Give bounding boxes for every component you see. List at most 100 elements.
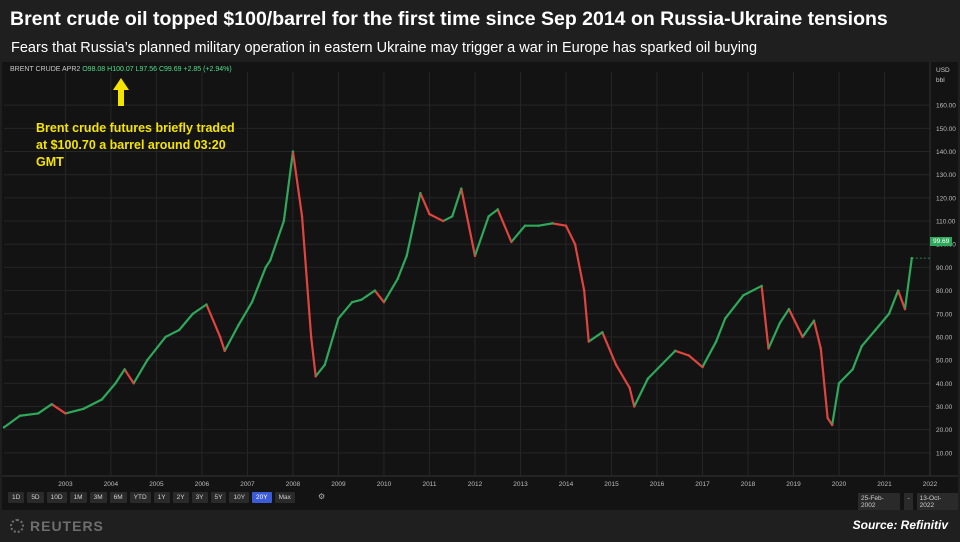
price-segment xyxy=(314,363,326,378)
price-segment xyxy=(382,277,399,304)
price-segment xyxy=(819,347,829,420)
price-point xyxy=(887,312,891,315)
range-button-1m[interactable]: 1M xyxy=(69,492,87,503)
range-button-5d[interactable]: 5D xyxy=(27,492,44,503)
price-point xyxy=(373,289,377,292)
unit-label: bbl xyxy=(936,77,945,84)
price-point xyxy=(350,300,354,304)
price-segment xyxy=(903,257,913,311)
ticker-low: L97.56 xyxy=(135,66,157,73)
x-tick-label: 2020 xyxy=(832,481,847,488)
price-point xyxy=(337,317,340,320)
up-arrow-icon xyxy=(113,78,129,106)
x-tick-label: 2010 xyxy=(377,481,392,488)
price-point xyxy=(837,382,841,385)
price-segment xyxy=(146,335,167,362)
price-segment xyxy=(419,192,431,216)
x-tick-label: 2006 xyxy=(195,481,210,488)
range-button-1y[interactable]: 1Y xyxy=(153,492,170,503)
price-segment xyxy=(123,368,135,385)
annotation-text: Brent crude futures briefly traded at $1… xyxy=(36,121,235,169)
date-range-separator: - xyxy=(904,493,913,511)
y-tick-label: 50.00 xyxy=(936,358,953,365)
price-segment xyxy=(164,328,181,339)
y-tick-label: 110.00 xyxy=(936,219,956,226)
range-button-3y[interactable]: 3Y xyxy=(191,492,208,503)
ticker-close: C99.69 xyxy=(158,66,182,73)
price-point xyxy=(441,219,445,223)
price-segment xyxy=(760,284,770,350)
range-button-3m[interactable]: 3M xyxy=(89,492,107,503)
price-point xyxy=(496,208,499,211)
price-point xyxy=(36,412,40,415)
range-button-2y[interactable]: 2Y xyxy=(172,492,189,503)
price-point xyxy=(396,277,399,281)
price-point xyxy=(223,349,226,353)
ticker-open: O98.08 xyxy=(82,66,106,73)
price-point xyxy=(537,224,540,227)
price-point xyxy=(860,345,863,348)
price-segment xyxy=(742,284,763,297)
price-segment xyxy=(178,312,194,332)
settings-icon[interactable]: ⚙ xyxy=(318,492,326,501)
range-button-1d[interactable]: 1D xyxy=(8,492,25,503)
price-point xyxy=(614,363,618,366)
y-tick-label: 130.00 xyxy=(936,172,956,179)
range-button-5y[interactable]: 5Y xyxy=(210,492,227,503)
range-button-20y[interactable]: 20Y xyxy=(252,492,272,503)
reuters-logo-text: REUTERS xyxy=(30,518,104,534)
price-segment xyxy=(237,301,254,327)
price-point xyxy=(177,328,181,332)
price-point xyxy=(2,426,6,429)
price-segment xyxy=(812,319,822,350)
price-point xyxy=(903,307,907,311)
price-segment xyxy=(496,208,513,244)
date-to[interactable]: 13-Oct-2022 xyxy=(916,493,958,511)
price-point xyxy=(510,240,513,244)
price-point xyxy=(382,300,386,304)
price-segment xyxy=(291,150,304,218)
price-segment xyxy=(451,187,463,218)
x-tick-label: 2017 xyxy=(695,481,710,488)
price-point xyxy=(660,363,663,366)
price-segment xyxy=(405,192,422,257)
range-button-ytd[interactable]: YTD xyxy=(129,492,151,503)
price-segment xyxy=(583,289,590,343)
reuters-logo: REUTERS xyxy=(10,518,104,534)
y-tick-label: 80.00 xyxy=(936,288,953,295)
price-point xyxy=(114,382,117,385)
price-point xyxy=(573,243,577,246)
price-point xyxy=(100,398,104,401)
price-point xyxy=(787,307,791,311)
price-point xyxy=(300,215,304,218)
price-segment xyxy=(50,403,67,415)
y-tick-label: 40.00 xyxy=(936,381,953,388)
price-segment xyxy=(223,324,240,352)
currency-selector[interactable]: USD xyxy=(936,67,950,74)
range-button-10y[interactable]: 10Y xyxy=(229,492,250,503)
price-segment xyxy=(264,259,272,269)
x-tick-label: 2018 xyxy=(741,481,756,488)
price-segment xyxy=(360,289,376,301)
price-point xyxy=(451,215,454,218)
price-point xyxy=(264,266,267,269)
range-button-10d[interactable]: 10D xyxy=(46,492,67,503)
price-point xyxy=(282,219,286,223)
range-button-6m[interactable]: 6M xyxy=(109,492,127,503)
price-chart[interactable]: 10.00 20.00 30.00 40.00 50.00 60.00 70.00 80.00… xyxy=(2,62,958,510)
x-tick-label: 2003 xyxy=(58,481,73,488)
range-button-max[interactable]: Max xyxy=(274,492,295,503)
price-point xyxy=(812,319,816,322)
price-point xyxy=(314,375,317,378)
price-segment xyxy=(551,222,568,227)
price-segment xyxy=(300,215,313,339)
footer: REUTERS Source: Refinitiv xyxy=(0,510,960,542)
price-segment xyxy=(250,266,267,304)
price-segment xyxy=(442,215,454,223)
chart-panel: 10.00 20.00 30.00 40.00 50.00 60.00 70.00 80.00… xyxy=(2,62,958,511)
price-point xyxy=(826,416,829,420)
price-segment xyxy=(396,254,408,281)
price-point xyxy=(830,423,834,427)
price-point xyxy=(701,365,704,369)
date-from[interactable]: 25-Feb-2002 xyxy=(858,493,901,511)
